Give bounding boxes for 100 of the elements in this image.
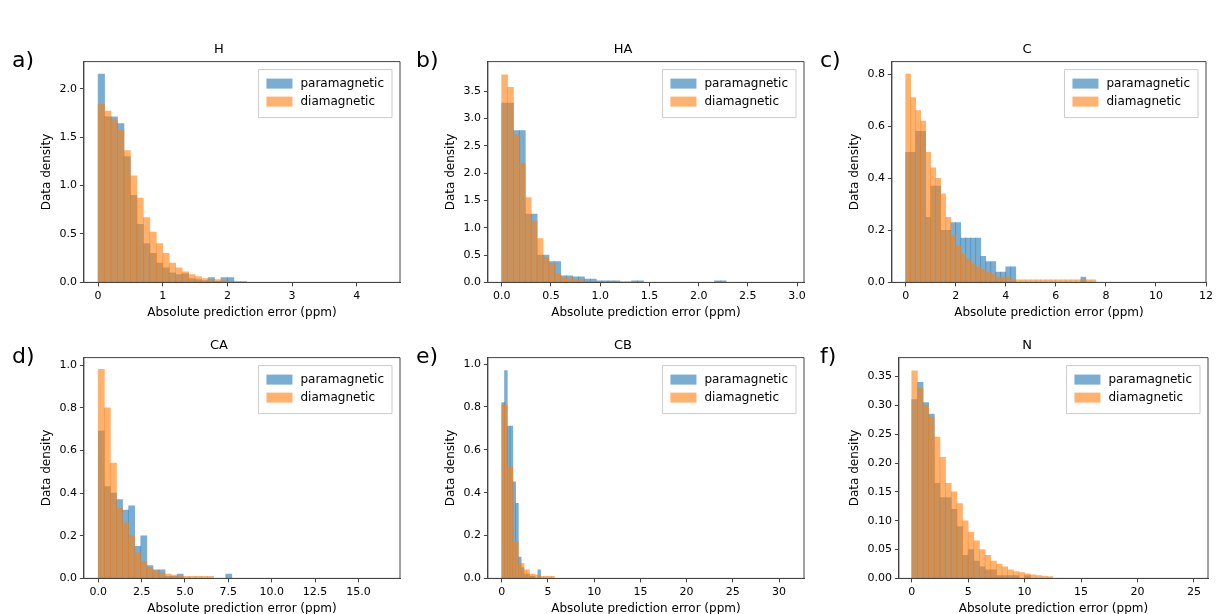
x-axis-title: Absolute prediction error (ppm)	[147, 304, 337, 319]
x-tick-label: 2.5	[132, 584, 151, 598]
legend-label: paramagnetic	[1108, 371, 1192, 386]
y-tick-label: 0.0	[463, 275, 481, 289]
y-tick-label: 2.0	[59, 81, 77, 95]
x-tick-label: 15.0	[346, 584, 371, 598]
y-axis-title: Data density	[443, 133, 458, 211]
y-tick-label: 0.4	[867, 171, 885, 185]
x-axis-title: Absolute prediction error (ppm)	[551, 304, 741, 319]
text: e)	[416, 342, 439, 368]
y-tick-label: 0.0	[59, 571, 77, 585]
chart-title: C	[1022, 41, 1032, 57]
x-tick-label: 0	[498, 584, 506, 598]
y-tick-label: 0.4	[463, 485, 481, 499]
text: a)	[12, 46, 35, 72]
x-tick-label: 2	[223, 288, 231, 302]
chart-title: N	[1022, 337, 1032, 353]
x-tick-label: 0	[902, 288, 910, 302]
x-axis-title: Absolute prediction error (ppm)	[958, 600, 1149, 614]
y-tick-label: 0.35	[867, 369, 892, 383]
x-tick-label: 12.5	[302, 584, 328, 598]
legend-label: diamagnetic	[704, 93, 780, 108]
x-tick-label: 2.0	[689, 288, 708, 302]
y-tick-label: 0.2	[867, 223, 885, 237]
x-tick-label: 2.5	[739, 288, 757, 302]
x-tick-label: 5	[544, 584, 552, 598]
x-tick-label: 10	[587, 584, 602, 598]
chart-title: H	[214, 41, 224, 57]
x-tick-label: 0.5	[542, 288, 560, 302]
y-axis-title: Data density	[847, 429, 862, 507]
x-tick-label: 1.0	[591, 288, 609, 302]
chart-title: CB	[614, 337, 632, 353]
x-tick-label: 15	[633, 584, 648, 598]
y-tick-label: 0.6	[59, 443, 77, 457]
legend-label: paramagnetic	[704, 371, 788, 386]
y-tick-label: 3.5	[463, 83, 481, 97]
y-tick-label: 0.5	[59, 226, 77, 240]
x-tick-label: 3.0	[788, 288, 806, 302]
y-tick-label: 0.10	[867, 513, 892, 527]
y-tick-label: 0.8	[463, 399, 481, 413]
x-tick-label: 15	[1074, 584, 1089, 598]
y-tick-label: 1.0	[463, 356, 481, 370]
x-tick-label: 2	[952, 288, 960, 302]
y-axis-title: Data density	[443, 429, 458, 507]
y-axis-title: Data density	[847, 133, 862, 211]
y-tick-label: 0.0	[463, 571, 481, 585]
x-tick-label: 25	[1186, 584, 1201, 598]
x-tick-label: 6	[1052, 288, 1060, 302]
legend-label: diamagnetic	[300, 93, 376, 108]
y-tick-label: 0.00	[867, 571, 892, 585]
y-tick-label: 0.4	[59, 485, 77, 499]
x-tick-label: 1	[159, 288, 167, 302]
y-axis-title: Data density	[39, 133, 54, 211]
y-axis-title: Data density	[39, 429, 54, 507]
x-tick-label: 20	[679, 584, 694, 598]
x-tick-label: 4	[1002, 288, 1010, 302]
y-tick-label: 0.25	[867, 427, 892, 441]
chart-title: HA	[613, 41, 633, 57]
x-axis-title: Absolute prediction error (ppm)	[954, 304, 1144, 319]
x-tick-label: 30	[772, 584, 787, 598]
x-tick-label: 5	[964, 584, 972, 598]
y-tick-label: 1.0	[463, 220, 481, 234]
x-tick-label: 20	[1130, 584, 1145, 598]
x-tick-label: 7.5	[219, 584, 238, 598]
y-tick-label: 0.20	[867, 455, 892, 469]
y-tick-label: 1.5	[463, 193, 481, 207]
x-tick-label: 8	[1102, 288, 1110, 302]
legend-label: paramagnetic	[704, 75, 788, 90]
x-tick-label: 10	[1017, 584, 1032, 598]
x-tick-label: 0	[94, 288, 102, 302]
y-tick-label: 1.5	[59, 130, 77, 143]
x-axis-title: Absolute prediction error (ppm)	[551, 600, 741, 614]
legend-label: diamagnetic	[704, 389, 780, 404]
y-tick-label: 0.0	[867, 275, 885, 289]
y-tick-label: 0.8	[867, 66, 885, 80]
legend-label: diamagnetic	[300, 389, 376, 404]
legend-label: diamagnetic	[1108, 389, 1184, 404]
text: b)	[416, 46, 439, 72]
x-tick-label: 12	[1199, 288, 1213, 302]
x-axis-title: Absolute prediction error (ppm)	[147, 600, 337, 614]
y-tick-label: 0.6	[463, 442, 481, 456]
legend-label: paramagnetic	[300, 75, 384, 90]
text: f)	[820, 342, 837, 368]
y-tick-label: 0.5	[463, 247, 481, 261]
y-tick-label: 0.30	[867, 398, 892, 412]
chart-title: CA	[210, 337, 229, 353]
y-tick-label: 1.0	[59, 357, 77, 371]
text: c)	[820, 46, 841, 72]
x-tick-label: 25	[725, 584, 740, 598]
y-tick-label: 3.0	[463, 111, 481, 125]
legend-label: paramagnetic	[300, 371, 384, 386]
x-tick-label: 0	[908, 584, 916, 598]
y-tick-label: 0.0	[59, 275, 77, 289]
x-tick-label: 0.0	[89, 584, 108, 598]
y-tick-label: 0.2	[463, 528, 481, 542]
x-tick-label: 10	[1148, 288, 1163, 302]
y-tick-label: 1.0	[59, 178, 77, 192]
y-tick-label: 2.0	[463, 165, 481, 179]
x-tick-label: 4	[353, 288, 361, 302]
y-tick-label: 2.5	[463, 138, 481, 152]
